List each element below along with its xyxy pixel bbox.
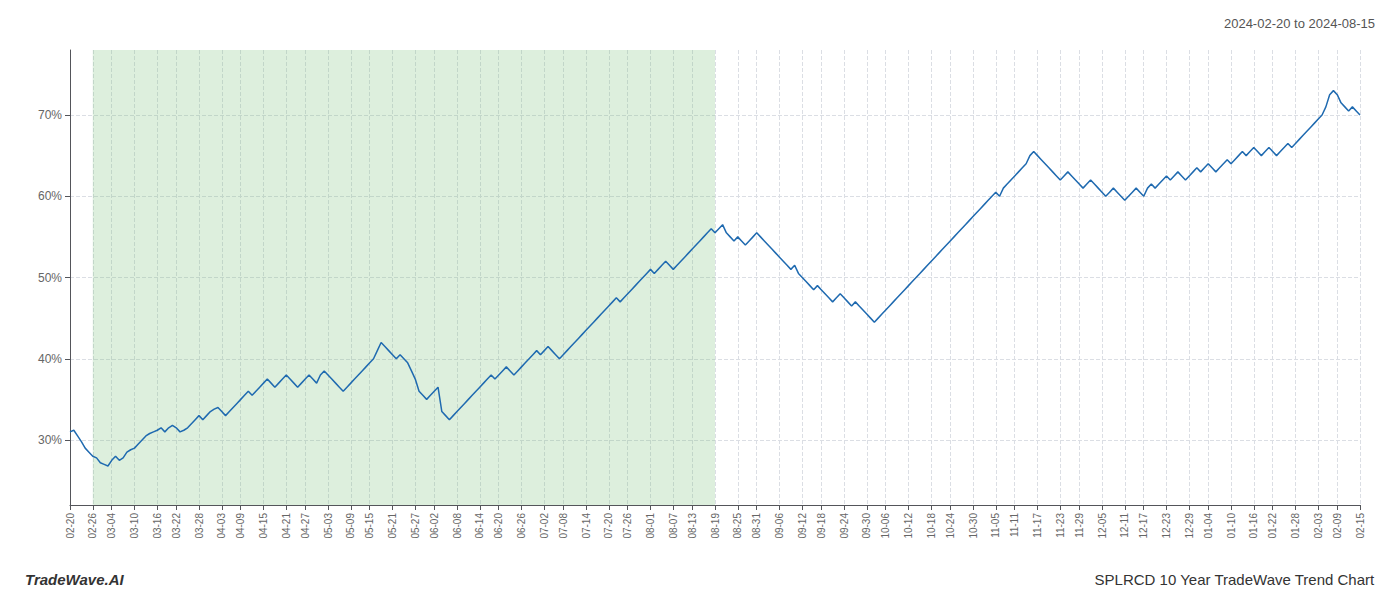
svg-text:05-03: 05-03 — [323, 513, 334, 539]
svg-text:04-21: 04-21 — [281, 513, 292, 539]
svg-text:12-11: 12-11 — [1119, 513, 1130, 538]
svg-text:03-16: 03-16 — [152, 513, 163, 539]
svg-text:2024-02-20 to 2024-08-15: 2024-02-20 to 2024-08-15 — [1224, 16, 1375, 31]
svg-text:10-06: 10-06 — [880, 513, 891, 539]
svg-text:12-05: 12-05 — [1097, 513, 1108, 539]
svg-text:50%: 50% — [38, 271, 62, 285]
svg-text:08-01: 08-01 — [645, 513, 656, 539]
svg-text:09-18: 09-18 — [816, 513, 827, 539]
svg-text:03-04: 03-04 — [106, 513, 117, 539]
svg-text:06-08: 06-08 — [452, 513, 463, 539]
svg-text:02-20: 02-20 — [65, 513, 76, 539]
svg-text:11-11: 11-11 — [1009, 513, 1020, 538]
svg-text:01-22: 01-22 — [1267, 513, 1278, 539]
svg-text:TradeWave.AI: TradeWave.AI — [25, 571, 124, 588]
svg-text:03-10: 03-10 — [129, 513, 140, 539]
svg-text:06-14: 06-14 — [474, 513, 485, 539]
svg-text:05-27: 05-27 — [410, 513, 421, 539]
svg-text:40%: 40% — [38, 352, 62, 366]
svg-text:06-20: 06-20 — [493, 513, 504, 539]
svg-text:11-05: 11-05 — [990, 513, 1001, 538]
svg-text:02-09: 02-09 — [1332, 513, 1343, 539]
svg-text:12-23: 12-23 — [1161, 513, 1172, 539]
svg-text:07-26: 07-26 — [622, 513, 633, 539]
svg-text:01-10: 01-10 — [1226, 513, 1237, 539]
svg-text:11-29: 11-29 — [1074, 513, 1085, 538]
svg-text:SPLRCD 10 Year TradeWave Trend: SPLRCD 10 Year TradeWave Trend Chart — [1095, 571, 1375, 588]
svg-text:10-12: 10-12 — [903, 513, 914, 539]
svg-text:09-30: 09-30 — [861, 513, 872, 539]
svg-text:10-30: 10-30 — [968, 513, 979, 539]
svg-text:03-28: 03-28 — [194, 513, 205, 539]
svg-text:03-22: 03-22 — [171, 513, 182, 539]
svg-text:04-09: 04-09 — [235, 513, 246, 539]
svg-text:01-28: 01-28 — [1290, 513, 1301, 539]
svg-text:08-13: 08-13 — [687, 513, 698, 539]
svg-text:01-04: 01-04 — [1203, 513, 1214, 539]
svg-text:05-09: 05-09 — [345, 513, 356, 539]
svg-text:08-19: 08-19 — [710, 513, 721, 539]
svg-text:07-20: 07-20 — [603, 513, 614, 539]
svg-text:08-31: 08-31 — [751, 513, 762, 539]
svg-text:10-24: 10-24 — [945, 513, 956, 539]
svg-text:02-15: 02-15 — [1355, 513, 1366, 539]
svg-text:11-17: 11-17 — [1032, 513, 1043, 538]
svg-text:10-18: 10-18 — [926, 513, 937, 539]
svg-text:12-17: 12-17 — [1138, 513, 1149, 539]
svg-text:07-14: 07-14 — [581, 513, 592, 539]
svg-text:02-26: 02-26 — [87, 513, 98, 539]
svg-text:60%: 60% — [38, 189, 62, 203]
svg-text:07-08: 07-08 — [558, 513, 569, 539]
svg-text:06-26: 06-26 — [516, 513, 527, 539]
svg-text:07-02: 07-02 — [539, 513, 550, 539]
svg-text:09-06: 09-06 — [774, 513, 785, 539]
svg-text:70%: 70% — [38, 108, 62, 122]
svg-text:01-16: 01-16 — [1248, 513, 1259, 539]
svg-text:09-24: 09-24 — [839, 513, 850, 539]
svg-text:02-03: 02-03 — [1313, 513, 1324, 539]
svg-text:08-25: 08-25 — [732, 513, 743, 539]
svg-text:04-03: 04-03 — [216, 513, 227, 539]
svg-text:06-02: 06-02 — [429, 513, 440, 539]
svg-text:04-27: 04-27 — [300, 513, 311, 539]
svg-text:08-07: 08-07 — [668, 513, 679, 539]
svg-text:12-29: 12-29 — [1184, 513, 1195, 539]
svg-text:05-21: 05-21 — [387, 513, 398, 539]
svg-text:09-12: 09-12 — [797, 513, 808, 539]
svg-text:05-15: 05-15 — [364, 513, 375, 539]
svg-text:04-15: 04-15 — [258, 513, 269, 539]
svg-text:30%: 30% — [38, 433, 62, 447]
svg-text:11-23: 11-23 — [1055, 513, 1066, 538]
